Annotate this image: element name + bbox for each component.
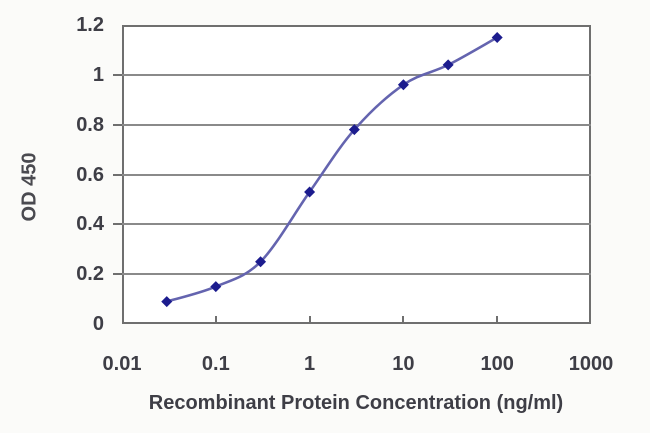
data-point-diamond-marker [491, 31, 503, 43]
x-tick-label: 0.1 [201, 353, 230, 375]
data-point-diamond-marker [161, 296, 173, 308]
x-axis-tick-mark [402, 316, 405, 324]
y-tick-label: 1.2 [76, 14, 104, 36]
y-tick-label: 0.8 [76, 113, 104, 136]
y-tick-label: 1 [92, 63, 104, 86]
data-point-diamond-marker [255, 256, 267, 268]
x-tick-label: 1 [304, 353, 316, 375]
data-point-diamond-marker [348, 124, 360, 136]
y-axis-tick-mark [113, 223, 122, 226]
series-line [166, 36, 498, 303]
y-tick-label: 0.2 [76, 263, 104, 286]
gridline-y [122, 223, 591, 226]
y-axis-tick-mark [113, 173, 122, 176]
data-series-layer [161, 31, 503, 308]
x-axis-title: Recombinant Protein Concentration (ng/ml… [148, 392, 564, 414]
y-axis-title: OD 450 [18, 152, 41, 222]
x-tick-label: 0.01 [102, 353, 142, 375]
gridline-y [122, 173, 591, 176]
data-point-diamond-marker [304, 186, 316, 198]
x-axis-tick-mark [308, 316, 311, 324]
y-tick-label: 0 [92, 313, 104, 335]
data-point-diamond-marker [442, 59, 454, 71]
gridline-y [122, 273, 591, 276]
y-tick-label: 0.6 [76, 163, 104, 186]
x-axis-tick-mark [214, 316, 217, 324]
data-point-diamond-marker [397, 79, 409, 91]
gridline-y [122, 123, 591, 126]
y-axis-tick-mark [113, 73, 122, 76]
x-tick-label: 10 [392, 353, 415, 375]
data-point-diamond-marker [210, 281, 222, 293]
y-axis-tick-mark [113, 273, 122, 276]
x-tick-label: 100 [480, 353, 514, 375]
y-tick-label: 0.4 [76, 213, 104, 236]
y-axis-tick-mark [113, 123, 122, 126]
x-axis-tick-mark [496, 316, 499, 324]
gridline-y [122, 73, 591, 76]
x-tick-label: 1000 [568, 353, 614, 375]
